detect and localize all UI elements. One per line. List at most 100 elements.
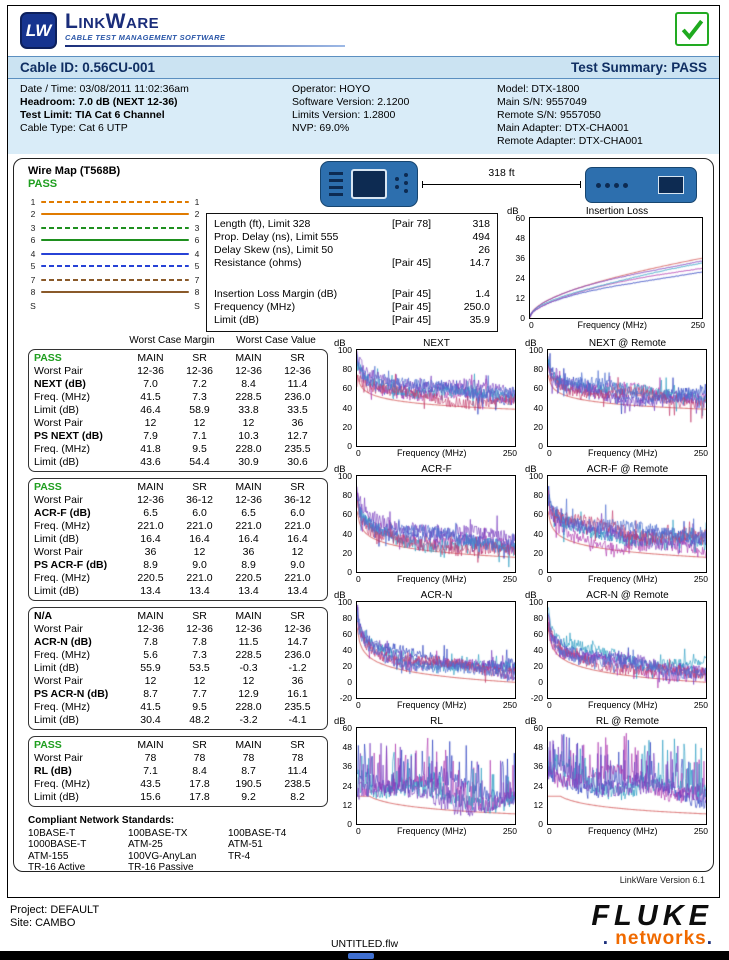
cell-value: 9.2 [241, 791, 256, 803]
info-line: Remote S/N: 9557050 [497, 109, 601, 121]
cell-value: 228.0 [235, 701, 262, 713]
cell-value: 8.9 [241, 559, 256, 571]
cell-value: 11.4 [287, 378, 308, 390]
cell-value: 7.9 [143, 430, 158, 442]
project-label: Project: DEFAULT [10, 904, 100, 916]
acrn-remote-y-axis-label: dB [525, 589, 537, 601]
info-line: Test Limit: TIA Cat 6 Channel [20, 109, 165, 121]
test-summary-label: Test Summary: PASS [570, 60, 707, 75]
insertion-loss-x-axis-label: Frequency (MHz) [577, 320, 648, 330]
table-row: Worst Pair 78 78 78 78 [34, 752, 322, 765]
column-header: MAIN [137, 739, 164, 751]
pin-label-left: 8 [30, 287, 36, 297]
chart-x-axis: 0 Frequency (MHz) 250 [356, 447, 517, 459]
y-tick: 100 [337, 597, 352, 607]
cell-value: 9.5 [192, 701, 207, 713]
rl-remote-x-axis-label: Frequency (MHz) [588, 826, 658, 836]
cell-value: 12 [193, 417, 206, 429]
cell-value: 221.0 [186, 572, 213, 584]
cell-value: 221.0 [137, 520, 164, 532]
cell-value: 5.6 [143, 649, 158, 661]
cell-value: 54.4 [189, 456, 210, 468]
pin-label-left: 1 [30, 197, 36, 207]
cell-value: 238.5 [284, 778, 311, 790]
brand-name: LinkWare [65, 10, 160, 33]
worst-case-value-header: Worst Case Value [236, 335, 316, 346]
row-label: Worst Pair [34, 752, 83, 764]
scrollbar-thumb[interactable] [348, 952, 374, 959]
remote-tester-image [585, 167, 697, 203]
cell-value: 236.0 [284, 391, 311, 403]
measurement-pair: [Pair 45] [392, 288, 432, 300]
result-table-header: N/A MAIN SR MAIN SR [34, 610, 322, 623]
cell-value: 221.0 [284, 572, 311, 584]
next-remote-chart: dB NEXT @ Remote 100 80 60 40 20 0 0 Frequency (M… [523, 337, 708, 459]
y-tick: 0 [347, 567, 352, 577]
insertion-loss-plot [529, 217, 703, 319]
result-table-header: PASS MAIN SR MAIN SR [34, 739, 322, 752]
cell-value: 30.9 [238, 456, 259, 468]
column-header: SR [192, 739, 207, 751]
table-row: Worst Pair 36 12 36 12 [34, 546, 322, 559]
next-main-chart: dB NEXT 100 80 60 40 20 0 0 Frequency (MHz) 250 [332, 337, 517, 459]
info-line: Software Version: 2.1200 [292, 96, 410, 108]
worst-case-margin-header: Worst Case Margin [129, 335, 215, 346]
acrn-main-chart: dB ACR-N 100 80 60 40 20 0 -20 0 Frequency (MHz) 25… [332, 589, 517, 711]
standard-item: TR-16 Active [28, 862, 86, 873]
brand-block: LinkWare CABLE TEST MANAGEMENT SOFTWARE [65, 10, 345, 49]
main-tester-keys [329, 172, 343, 175]
y-tick: 100 [528, 345, 543, 355]
cell-value: 7.1 [143, 765, 158, 777]
y-tick: 20 [533, 661, 543, 671]
info-line: Date / Time: 03/08/2011 11:02:36am [20, 83, 189, 95]
table-row: Freq. (MHz) 41.5 7.3 228.5 236.0 [34, 391, 322, 404]
acrf-remote-title: ACR-F @ Remote [586, 463, 669, 475]
chart-title-row: dB ACR-F [332, 463, 517, 475]
charts-grid: dB NEXT 100 80 60 40 20 0 0 Frequency (MHz) 250 dB N… [332, 337, 708, 837]
standard-item: ATM-25 [128, 839, 163, 850]
measurement-label: Prop. Delay (ns), Limit 555 [214, 231, 339, 243]
measurement-label: Limit (dB) [214, 314, 259, 326]
cell-value: 220.5 [235, 572, 262, 584]
rl-main-plot [356, 727, 516, 825]
rl-main-x-axis-label: Frequency (MHz) [397, 826, 467, 836]
measurement-label: Length (ft), Limit 328 [214, 218, 311, 230]
table-row: Limit (dB) 43.6 54.4 30.9 30.6 [34, 456, 322, 469]
column-header: MAIN [137, 352, 164, 364]
standard-item: 10BASE-T [28, 827, 76, 839]
cell-value: 7.1 [192, 430, 207, 442]
y-tick: 24 [533, 780, 543, 791]
cell-value: 7.3 [192, 649, 207, 661]
x-tick-min: 0 [356, 700, 361, 710]
linkware-logo-mark: LW [20, 12, 57, 49]
pin-label-right: 4 [194, 249, 200, 259]
acrn-remote-y-ticks: 100 80 60 40 20 0 -20 [523, 597, 547, 703]
y-tick: 0 [538, 567, 543, 577]
cell-value: 11.4 [287, 765, 308, 777]
standards-col-3: 100BASE-T4 ATM-51 TR-4 [228, 828, 328, 874]
pin-label-right: 8 [194, 287, 200, 297]
cell-value: 11.5 [238, 636, 259, 648]
cell-value: 7.0 [143, 378, 158, 390]
pin-label-left: 5 [30, 261, 36, 271]
info-line: Remote Adapter: DTX-CHA001 [497, 135, 643, 147]
chart-title-row: dB ACR-N @ Remote [523, 589, 708, 601]
cell-value: 78 [193, 752, 206, 764]
x-tick-max: 250 [693, 448, 708, 458]
cell-value: 36 [291, 417, 304, 429]
x-tick-min: 0 [356, 826, 361, 836]
acrn-remote-chart: dB ACR-N @ Remote 100 80 60 40 20 0 -20 0 Frequenc… [523, 589, 708, 711]
cell-value: 12-36 [235, 623, 262, 635]
y-tick: 40 [342, 402, 352, 413]
row-label: Worst Pair [34, 675, 83, 687]
acrn-remote-title: ACR-N @ Remote [586, 589, 669, 601]
cell-value: 8.9 [143, 559, 158, 571]
y-tick: 60 [342, 629, 352, 639]
y-tick: 60 [342, 723, 352, 733]
acrn-main-title: ACR-N [420, 589, 453, 601]
chart-x-axis: 0 Frequency (MHz) 250 [547, 825, 708, 837]
table-row: PS ACR-N (dB) 8.7 7.7 12.9 16.1 [34, 688, 322, 701]
y-tick: 48 [342, 742, 352, 753]
cell-value: 12-36 [284, 365, 311, 377]
